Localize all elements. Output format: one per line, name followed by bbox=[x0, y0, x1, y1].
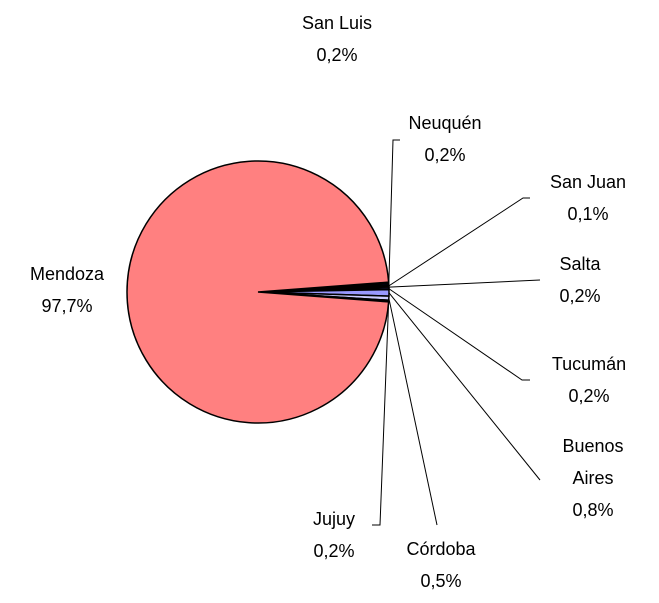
slice-label: Tucumán 0,2% bbox=[552, 348, 626, 412]
label-value: 97,7% bbox=[41, 296, 93, 316]
slice-label: San Luis 0,2% bbox=[302, 7, 372, 71]
slice-label: Mendoza 97,7% bbox=[30, 258, 104, 322]
slice-label: San Juan 0,1% bbox=[550, 166, 626, 230]
leader-line bbox=[388, 292, 541, 481]
label-name: San Juan bbox=[549, 172, 627, 192]
slice-label: Córdoba 0,5% bbox=[406, 533, 475, 597]
slice-label: Buenos Aires 0,8% bbox=[558, 430, 628, 526]
label-value: 0,2% bbox=[316, 45, 358, 65]
label-name: Mendoza bbox=[29, 264, 105, 284]
leader-line bbox=[388, 288, 530, 381]
leader-line bbox=[388, 197, 530, 287]
label-name: Buenos Aires bbox=[562, 436, 624, 488]
label-name: Tucumán bbox=[551, 354, 627, 374]
pie-slice bbox=[126, 160, 390, 424]
leader-line bbox=[388, 298, 438, 526]
label-value: 0,5% bbox=[420, 571, 462, 591]
label-name: San Luis bbox=[301, 13, 373, 33]
label-value: 0,1% bbox=[567, 204, 609, 224]
slice-label: Jujuy 0,2% bbox=[313, 503, 355, 567]
leader-line bbox=[388, 279, 541, 288]
label-value: 0,2% bbox=[424, 145, 466, 165]
leader-line bbox=[372, 301, 390, 526]
label-name: Neuquén bbox=[408, 113, 482, 133]
label-value: 0,2% bbox=[559, 286, 601, 306]
label-name: Córdoba bbox=[406, 539, 476, 559]
label-value: 0,8% bbox=[572, 500, 614, 520]
label-name: Jujuy bbox=[312, 509, 356, 529]
slice-label: Neuquén 0,2% bbox=[408, 107, 481, 171]
leader-line bbox=[388, 139, 400, 285]
slice-label: Salta 0,2% bbox=[559, 248, 600, 312]
label-value: 0,2% bbox=[568, 386, 610, 406]
label-value: 0,2% bbox=[313, 541, 355, 561]
label-name: Salta bbox=[559, 254, 601, 274]
